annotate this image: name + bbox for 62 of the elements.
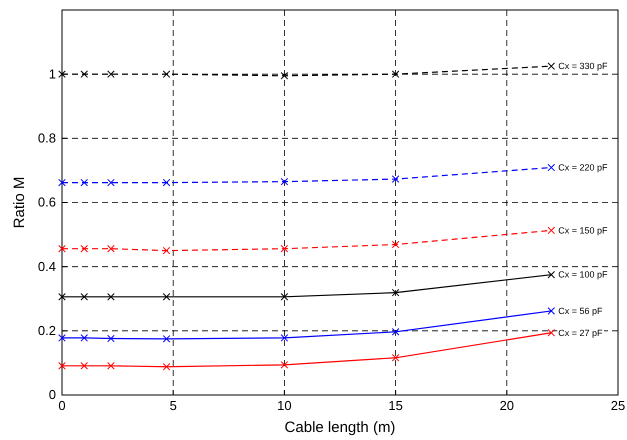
series-label: Cx = 27 pF (558, 328, 604, 338)
x-tick-label: 20 (500, 398, 514, 414)
point (280, 72, 288, 80)
point (58, 70, 66, 78)
point (107, 362, 115, 370)
point (80, 293, 88, 301)
point (107, 334, 115, 342)
y-tick-label: 0.4 (38, 258, 56, 274)
series-label: Cx = 330 pF (558, 61, 608, 72)
y-tick-label: 0.2 (38, 322, 56, 338)
point (107, 244, 115, 252)
point (58, 244, 66, 252)
point (58, 362, 66, 370)
point (392, 288, 400, 296)
point (80, 334, 88, 342)
point (107, 178, 115, 186)
point (58, 334, 66, 342)
point (162, 246, 170, 254)
series-label: Cx = 150 pF (558, 225, 608, 236)
y-axis-title: Ratio M (11, 176, 28, 228)
point (80, 362, 88, 370)
point (547, 328, 556, 337)
x-axis-title: Cable length (m) (284, 419, 396, 436)
point (58, 178, 66, 186)
point (392, 354, 400, 362)
point (392, 328, 400, 336)
point (547, 164, 556, 172)
series-label: Cx = 56 pF (558, 306, 604, 316)
point (547, 307, 556, 315)
y-tick-label: 0.6 (38, 194, 56, 210)
point (392, 175, 400, 183)
series-label: Cx = 220 pF (558, 162, 608, 173)
y-tick-label: 1 (48, 66, 56, 82)
x-tick-label: 15 (388, 398, 403, 414)
point (162, 362, 170, 371)
point (392, 240, 400, 248)
point (162, 178, 170, 186)
point (547, 62, 556, 70)
point (162, 335, 170, 343)
point (280, 334, 288, 342)
point (80, 178, 88, 186)
point (280, 178, 288, 186)
y-tick-label: 0 (48, 387, 56, 402)
point (80, 244, 88, 252)
series-label: Cx = 100 pF (558, 270, 608, 280)
point (280, 361, 288, 369)
point (80, 70, 88, 78)
x-tick-label: 10 (277, 398, 292, 414)
point (107, 293, 115, 301)
point (280, 244, 288, 252)
x-tick-label: 25 (610, 398, 626, 414)
x-tick-label: 0 (58, 398, 66, 414)
point (280, 293, 288, 301)
point (392, 70, 400, 78)
point (107, 70, 115, 78)
x-tick-label: 5 (170, 398, 177, 414)
point (58, 293, 66, 301)
point (162, 293, 170, 301)
y-tick-label: 0.8 (38, 130, 56, 146)
point (547, 226, 556, 234)
point (162, 70, 170, 78)
point (547, 270, 556, 278)
